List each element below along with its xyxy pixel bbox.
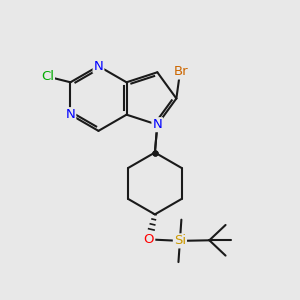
Text: N: N (152, 118, 162, 131)
Text: Br: Br (173, 65, 188, 79)
Text: Cl: Cl (41, 70, 54, 83)
Text: N: N (94, 60, 103, 73)
Text: Si: Si (174, 234, 186, 248)
Text: O: O (144, 233, 154, 246)
Text: N: N (65, 108, 75, 121)
